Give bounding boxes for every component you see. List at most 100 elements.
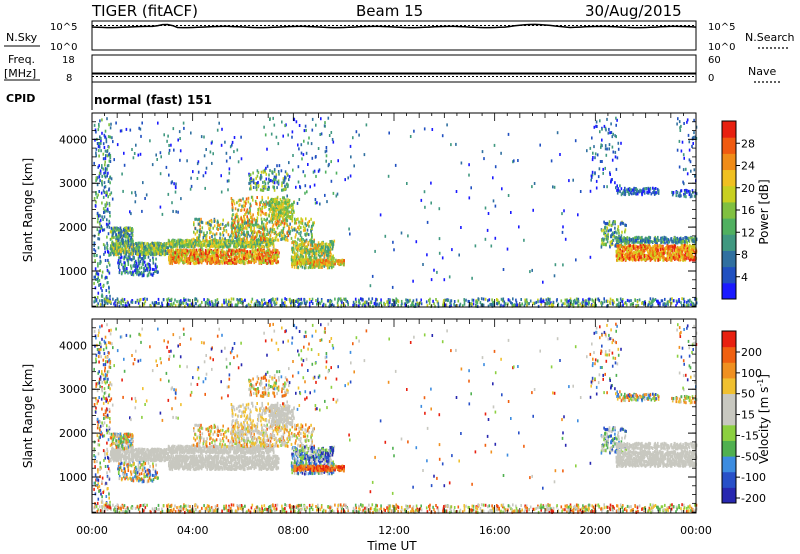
echo-cell: [332, 242, 335, 246]
echo-cell: [310, 217, 312, 221]
echo-cell: [255, 188, 258, 192]
echo-cell: [310, 142, 313, 146]
echo-cell: [200, 135, 203, 139]
echo-cell: [252, 250, 255, 254]
echo-cell: [298, 147, 300, 151]
echo-cell: [284, 234, 286, 238]
echo-cell: [188, 250, 190, 254]
echo-cell: [133, 263, 135, 267]
echo-cell: [205, 148, 207, 151]
echo-cell: [103, 211, 105, 214]
echo-cell: [274, 297, 277, 301]
echo-cell: [338, 259, 340, 263]
echo-cell: [251, 248, 254, 252]
echo-cell: [256, 240, 259, 244]
echo-cell: [278, 172, 280, 176]
echo-cell: [304, 124, 307, 128]
echo-cell: [260, 261, 263, 264]
echo-cell: [271, 255, 274, 259]
echo-cell: [132, 245, 134, 249]
echo-cell: [284, 184, 286, 188]
echo-cell: [336, 301, 339, 305]
echo-cell: [453, 300, 456, 303]
echo-cell: [203, 257, 205, 261]
echo-cell: [230, 223, 233, 227]
echo-cell: [352, 303, 354, 307]
echo-cell: [97, 165, 99, 169]
echo-cell: [202, 259, 205, 263]
echo-cell: [284, 200, 287, 204]
echo-cell: [245, 244, 248, 248]
echo-cell: [96, 211, 99, 215]
echo-cell: [296, 201, 299, 205]
echo-cell: [677, 299, 680, 303]
echo-cell: [273, 185, 275, 189]
echo-cell: [219, 260, 221, 264]
echo-cell: [239, 300, 242, 304]
echo-cell: [96, 278, 99, 281]
echo-cell: [457, 299, 460, 303]
echo-cell: [272, 217, 275, 221]
echo-cell: [135, 143, 137, 147]
echo-cell: [203, 242, 206, 246]
echo-cell: [98, 145, 101, 149]
echo-cell: [249, 252, 251, 256]
echo-cell: [231, 143, 233, 147]
echo-cell: [152, 247, 154, 251]
echo-cell: [107, 261, 110, 265]
echo-cell: [277, 233, 279, 236]
echo-cell: [171, 259, 174, 263]
echo-cell: [191, 238, 193, 242]
echo-cell: [260, 248, 262, 252]
echo-cell: [194, 257, 196, 261]
echo-cell: [288, 204, 291, 208]
echo-cell: [239, 241, 242, 245]
echo-cell: [265, 213, 268, 217]
echo-cell: [132, 270, 134, 274]
echo-cell: [273, 228, 276, 231]
echo-cell: [265, 250, 268, 254]
echo-cell: [102, 142, 105, 146]
echo-cell: [298, 224, 301, 228]
echo-cell: [263, 217, 265, 221]
echo-cell: [144, 256, 147, 260]
echo-cell: [281, 120, 283, 124]
echo-cell: [318, 168, 321, 172]
echo-cell: [252, 171, 254, 175]
echo-cell: [258, 230, 260, 234]
echo-cell: [321, 266, 323, 269]
echo-cell: [243, 221, 246, 225]
echo-cell: [250, 300, 253, 304]
echo-cell: [110, 236, 113, 240]
echo-cell: [108, 253, 110, 257]
echo-cell: [266, 164, 269, 168]
echo-cell: [269, 220, 271, 224]
echo-cell: [125, 255, 127, 259]
echo-cell: [284, 301, 286, 304]
echo-cell: [233, 202, 236, 206]
echo-cell: [106, 207, 109, 211]
echo-cell: [138, 266, 141, 270]
echo-cell: [93, 197, 96, 200]
echo-cell: [116, 227, 118, 231]
echo-cell: [246, 252, 248, 256]
echo-cell: [96, 271, 98, 275]
echo-cell: [274, 197, 277, 201]
echo-cell: [106, 164, 109, 168]
echo-cell: [171, 257, 174, 261]
echo-cell: [183, 249, 185, 253]
echo-cell: [96, 213, 99, 217]
echo-cell: [238, 254, 241, 258]
echo-cell: [277, 181, 280, 185]
echo-cell: [296, 253, 299, 257]
echo-cell: [213, 248, 216, 252]
echo-cell: [286, 172, 288, 176]
echo-cell: [310, 255, 312, 259]
echo-cell: [147, 255, 150, 259]
echo-cell: [151, 163, 154, 167]
echo-cell: [194, 239, 196, 243]
echo-cell: [549, 297, 551, 301]
echo-cell: [297, 245, 299, 248]
freq-label: Freq.: [8, 53, 35, 66]
cpid-label: CPID: [6, 92, 35, 105]
